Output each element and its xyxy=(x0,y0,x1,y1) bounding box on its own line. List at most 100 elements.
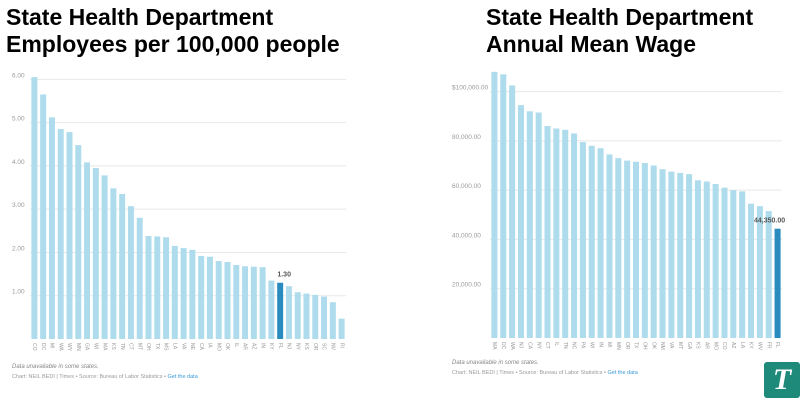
x-tick-label: MN xyxy=(615,342,621,350)
bar[interactable] xyxy=(579,142,586,338)
bar[interactable] xyxy=(312,294,319,339)
bar[interactable] xyxy=(686,174,693,338)
bar[interactable] xyxy=(180,248,187,339)
bar[interactable] xyxy=(517,105,524,338)
bar[interactable] xyxy=(491,71,498,338)
bar[interactable] xyxy=(748,203,755,338)
bar[interactable] xyxy=(31,77,38,339)
bar[interactable] xyxy=(110,188,117,339)
bar[interactable] xyxy=(500,74,507,339)
x-tick-label: AZ xyxy=(251,343,257,349)
bar[interactable] xyxy=(198,255,205,339)
bar[interactable] xyxy=(562,129,569,338)
bar[interactable] xyxy=(641,163,648,338)
bar[interactable] xyxy=(92,168,99,339)
bar[interactable] xyxy=(171,245,178,339)
bar[interactable] xyxy=(571,133,578,338)
bar[interactable] xyxy=(127,206,134,339)
bar[interactable] xyxy=(756,206,763,338)
x-tick-label: MT xyxy=(677,342,683,349)
bar[interactable] xyxy=(712,183,719,338)
bar[interactable] xyxy=(650,165,657,339)
x-tick-label: TN xyxy=(562,342,568,349)
x-tick-label: MI xyxy=(606,342,612,348)
bar[interactable] xyxy=(250,266,257,339)
bar[interactable] xyxy=(294,292,301,339)
bar[interactable] xyxy=(606,154,613,338)
data-label: 1.30 xyxy=(277,272,291,279)
bar[interactable] xyxy=(163,237,170,339)
x-tick-label: OR xyxy=(312,343,318,351)
bar[interactable] xyxy=(40,94,47,339)
x-tick-label: IN xyxy=(259,343,265,348)
bar[interactable] xyxy=(703,181,710,338)
y-tick-label: 60,000.00 xyxy=(452,183,481,190)
bar[interactable] xyxy=(668,171,675,338)
bar[interactable] xyxy=(774,228,781,338)
bar[interactable] xyxy=(57,129,64,339)
x-tick-label: NY xyxy=(535,342,541,350)
bar[interactable] xyxy=(509,85,516,339)
bar[interactable] xyxy=(233,264,240,339)
x-tick-label: NV xyxy=(330,343,336,351)
bar[interactable] xyxy=(242,266,249,339)
x-tick-label: MN xyxy=(75,343,81,351)
bar[interactable] xyxy=(154,236,161,339)
bar[interactable] xyxy=(615,158,622,338)
bar[interactable] xyxy=(588,145,595,338)
x-tick-label: VA xyxy=(668,342,674,349)
bar[interactable] xyxy=(721,187,728,338)
bar[interactable] xyxy=(597,148,604,338)
bar[interactable] xyxy=(553,128,560,338)
bar[interactable] xyxy=(526,111,533,339)
bar[interactable] xyxy=(268,280,275,339)
x-tick-label: CA xyxy=(526,342,532,350)
bar[interactable] xyxy=(101,175,108,339)
bar[interactable] xyxy=(119,194,126,339)
bar[interactable] xyxy=(206,256,213,339)
x-tick-label: KS xyxy=(303,343,309,350)
bar[interactable] xyxy=(329,302,336,339)
bar[interactable] xyxy=(659,169,666,338)
bar[interactable] xyxy=(75,145,82,339)
bar[interactable] xyxy=(66,132,73,339)
bar[interactable] xyxy=(544,126,551,338)
bar[interactable] xyxy=(624,160,631,338)
bar[interactable] xyxy=(730,190,737,338)
x-tick-label: OK xyxy=(224,343,230,351)
y-tick-label: 3.00 xyxy=(12,202,25,209)
bar[interactable] xyxy=(189,249,196,339)
bar[interactable] xyxy=(632,161,640,338)
get-data-link[interactable]: Get the data xyxy=(607,370,638,376)
bar[interactable] xyxy=(303,293,310,339)
bar[interactable] xyxy=(136,217,143,339)
x-tick-label: WI xyxy=(588,342,594,348)
bar[interactable] xyxy=(277,282,284,339)
bar[interactable] xyxy=(215,261,222,339)
bar[interactable] xyxy=(338,318,345,339)
bar[interactable] xyxy=(285,286,292,339)
x-tick-label: LA xyxy=(172,343,178,350)
bar[interactable] xyxy=(259,267,266,339)
x-tick-label: MS xyxy=(163,343,169,351)
bar[interactable] xyxy=(535,112,542,339)
x-tick-label: CO xyxy=(721,342,727,350)
x-tick-label: MA xyxy=(101,343,107,351)
credit-text: Chart: NEIL BEDI | Times • Source: Burea… xyxy=(12,374,166,380)
bar[interactable] xyxy=(694,180,701,338)
chart-title-line-1: State Health Department xyxy=(486,4,754,30)
bar[interactable] xyxy=(739,191,746,338)
bar[interactable] xyxy=(145,235,152,339)
x-tick-label: GA xyxy=(84,343,90,351)
bar[interactable] xyxy=(224,261,231,339)
bar[interactable] xyxy=(321,296,328,339)
bar[interactable] xyxy=(48,117,55,340)
chart-credit: Chart: NEIL BEDI | Times • Source: Burea… xyxy=(452,370,638,376)
bar[interactable] xyxy=(677,172,684,338)
employees-bar-chart: 1.00 2.00 3.00 4.00 5.00 6.00 CO DC MI WA WY MN GA WI… xyxy=(12,72,346,352)
x-tick-label: CO xyxy=(31,343,37,351)
bar[interactable] xyxy=(84,162,91,339)
x-tick-label: FR xyxy=(765,342,771,349)
get-data-link[interactable]: Get the data xyxy=(167,374,198,380)
bar[interactable] xyxy=(765,211,772,338)
